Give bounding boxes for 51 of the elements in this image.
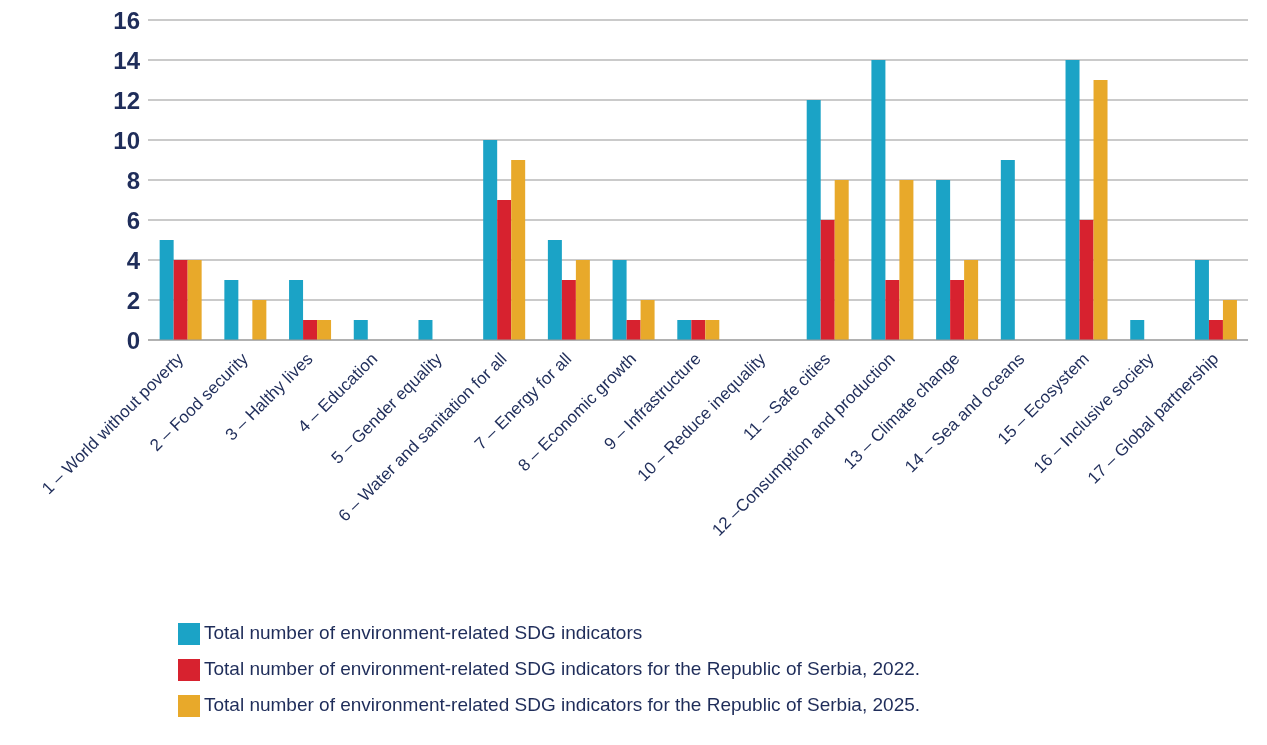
bar <box>497 200 512 340</box>
legend-label: Total number of environment-related SDG indicators for the Republic of Serbia, 2022. <box>204 658 921 679</box>
bar <box>936 180 951 340</box>
bar <box>173 260 188 340</box>
y-tick-label: 16 <box>113 6 140 34</box>
bar <box>950 280 965 340</box>
bar <box>834 180 849 340</box>
bar <box>159 240 174 340</box>
bar <box>691 320 706 340</box>
y-tick-label: 8 <box>126 166 140 194</box>
y-tick-label: 12 <box>113 86 140 114</box>
bar <box>561 280 576 340</box>
bar <box>187 260 202 340</box>
y-tick-label: 10 <box>113 126 140 154</box>
bar <box>289 280 304 340</box>
bar <box>871 60 886 340</box>
bar <box>1222 300 1237 340</box>
bar <box>626 320 641 340</box>
legend-label: Total number of environment-related SDG indicators <box>204 622 643 643</box>
bar <box>1130 320 1145 340</box>
bar <box>1194 260 1209 340</box>
bar <box>885 280 900 340</box>
bar <box>303 320 318 340</box>
bar <box>677 320 692 340</box>
bar <box>1079 220 1094 340</box>
y-tick-label: 14 <box>113 46 141 74</box>
bar <box>317 320 332 340</box>
bar <box>252 300 267 340</box>
bar <box>353 320 368 340</box>
y-tick-label: 0 <box>126 326 140 354</box>
y-tick-label: 6 <box>126 206 140 234</box>
bar <box>705 320 720 340</box>
y-tick-label: 2 <box>126 286 140 314</box>
bar <box>418 320 433 340</box>
legend-label: Total number of environment-related SDG indicators for the Republic of Serbia, 2025. <box>204 694 921 715</box>
y-tick-label: 4 <box>126 246 141 274</box>
bar <box>1000 160 1015 340</box>
bar <box>1208 320 1223 340</box>
bar <box>547 240 562 340</box>
bar <box>511 160 526 340</box>
bar <box>224 280 239 340</box>
bar <box>1093 80 1108 340</box>
bar <box>806 100 821 340</box>
bar <box>964 260 979 340</box>
bar <box>483 140 498 340</box>
bar <box>575 260 590 340</box>
bar <box>899 180 914 340</box>
bar <box>612 260 627 340</box>
bar <box>640 300 655 340</box>
bar <box>1065 60 1080 340</box>
bar <box>820 220 835 340</box>
